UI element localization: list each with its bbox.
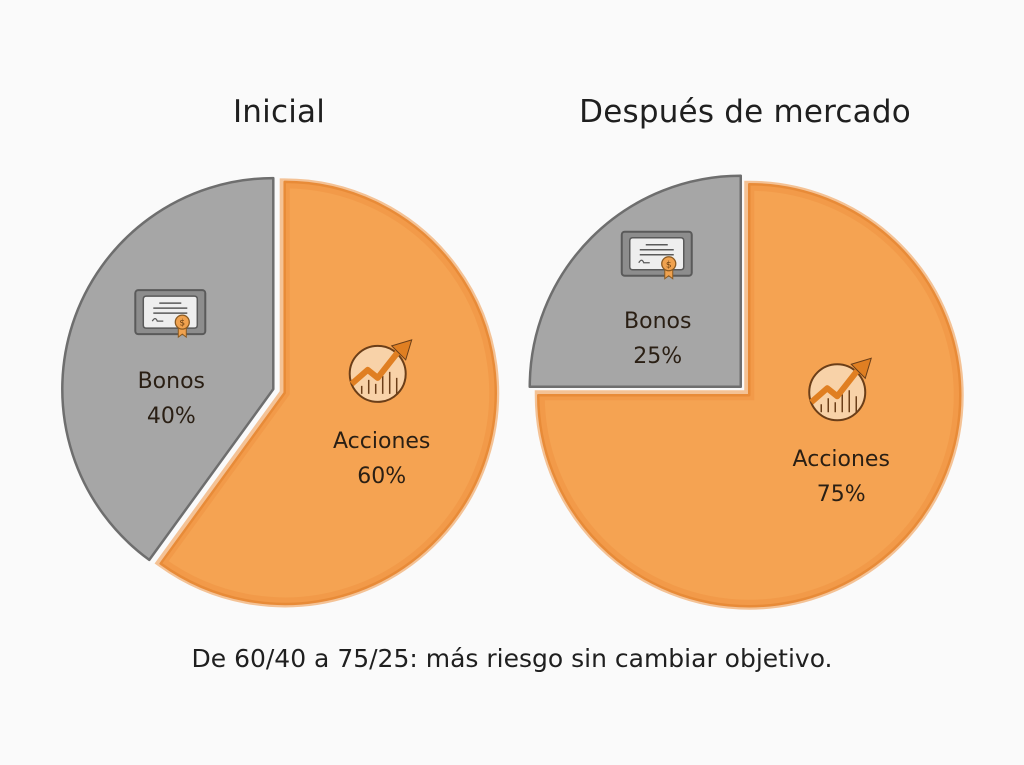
pie-slice-stocks: Acciones 75% [534, 180, 964, 610]
slice-value-stocks: 75% [817, 482, 866, 507]
bond-certificate-icon: $ [620, 230, 693, 280]
slice-value-bonds: 25% [633, 344, 682, 369]
pie-chart-initial: $ Bonos 40% Acciones 60% [61, 176, 500, 608]
chart-title-initial: Inicial [232, 94, 326, 130]
slice-value-bonds: 40% [147, 404, 196, 429]
slice-label-bonds: Bonos [624, 309, 691, 334]
chart-title-after-market: Después de mercado [579, 94, 911, 130]
svg-text:$: $ [179, 319, 185, 329]
svg-text:$: $ [666, 260, 672, 270]
bond-certificate-icon: $ [134, 289, 207, 339]
pie-slice-stocks: Acciones 60% [154, 178, 500, 608]
slice-label-stocks: Acciones [333, 429, 430, 454]
slice-value-stocks: 60% [357, 464, 406, 489]
stock-growth-chart-icon [348, 339, 413, 403]
slice-label-stocks: Acciones [793, 447, 890, 472]
pie-chart-after-market: $ Bonos 25% Acciones 75% [528, 174, 964, 610]
stock-growth-chart-icon [808, 357, 872, 422]
slice-label-bonds: Bonos [138, 369, 205, 394]
pie-slice-bonds: $ Bonos 40% [61, 176, 275, 562]
caption: De 60/40 a 75/25: más riesgo sin cambiar… [191, 644, 833, 673]
pie-slice-bonds: $ Bonos 25% [528, 174, 743, 389]
